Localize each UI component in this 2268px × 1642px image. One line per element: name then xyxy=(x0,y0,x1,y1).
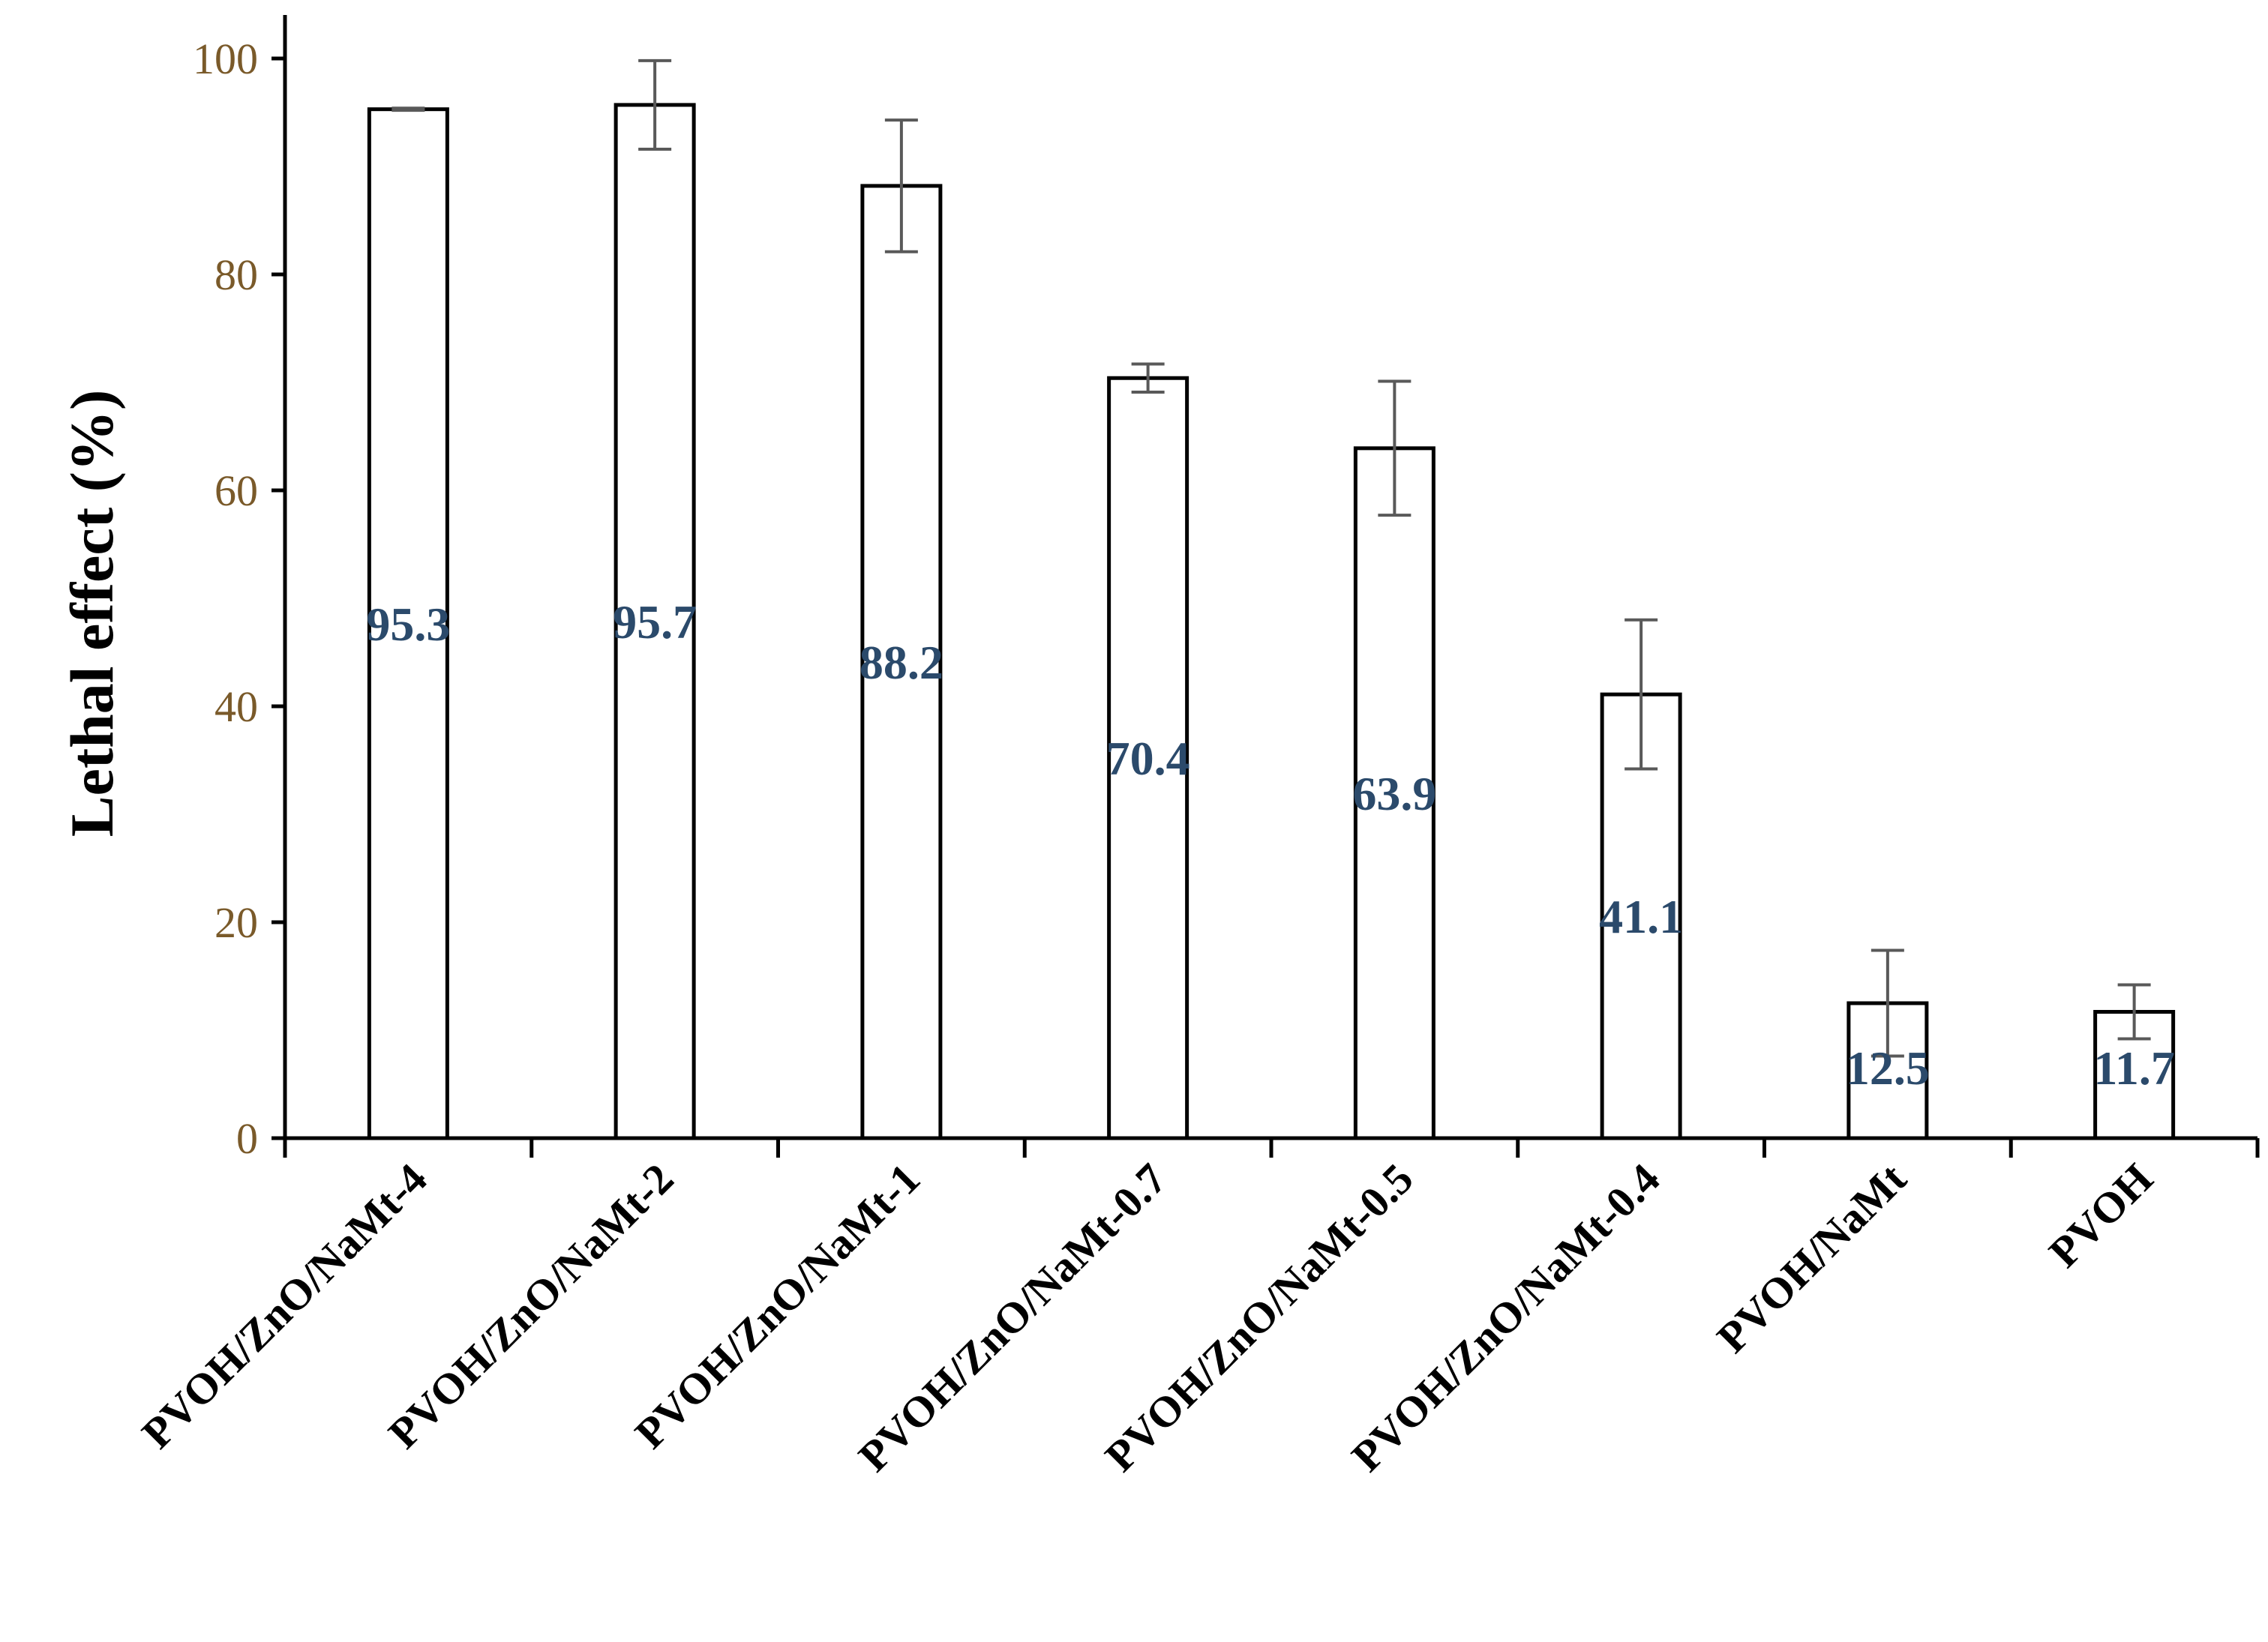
error-bar xyxy=(2117,983,2151,1041)
data-label: 70.4 xyxy=(1106,732,1190,785)
y-tick-label: 0 xyxy=(236,1114,258,1163)
data-label: 95.3 xyxy=(366,598,450,651)
error-bar xyxy=(392,106,425,112)
bar xyxy=(614,103,696,1140)
error-bar xyxy=(1378,379,1412,517)
bar xyxy=(367,107,449,1140)
data-labels-layer: 95.3 95.7 88.2 70.4 63.9 41.1 12.5 11.7 xyxy=(366,595,2174,1095)
x-tick-label: PVOH/NaMt xyxy=(1708,1154,1916,1362)
data-label: 11.7 xyxy=(2093,1041,2174,1095)
error-bar xyxy=(1131,362,1165,394)
error-bar xyxy=(638,58,672,151)
y-axis-label: Lethal effect (%) xyxy=(58,390,126,837)
x-tick-label: PVOH xyxy=(2039,1154,2162,1277)
axes-layer xyxy=(283,15,2258,1140)
y-tick-label: 100 xyxy=(193,34,258,83)
y-tick-label: 80 xyxy=(214,250,258,299)
y-ticks-layer: 0 20 40 60 80 100 xyxy=(193,34,285,1163)
x-ticks-layer: PVOH/ZnO/NaMt-4PVOH/ZnO/NaMt-2PVOH/ZnO/N… xyxy=(132,1138,2260,1481)
data-label: 95.7 xyxy=(613,595,697,649)
data-label: 12.5 xyxy=(1846,1041,1930,1095)
y-tick-label: 20 xyxy=(214,898,258,947)
bar xyxy=(1107,376,1190,1140)
data-label: 41.1 xyxy=(1599,890,1683,943)
y-tick-label: 60 xyxy=(214,466,258,515)
error-bar xyxy=(1870,948,1904,1058)
error-bar xyxy=(884,118,918,253)
error-bars-layer xyxy=(392,58,2151,1058)
data-label: 63.9 xyxy=(1352,767,1436,820)
y-tick-label: 40 xyxy=(214,682,258,731)
error-bar xyxy=(1624,618,1658,771)
data-label: 88.2 xyxy=(860,636,944,689)
